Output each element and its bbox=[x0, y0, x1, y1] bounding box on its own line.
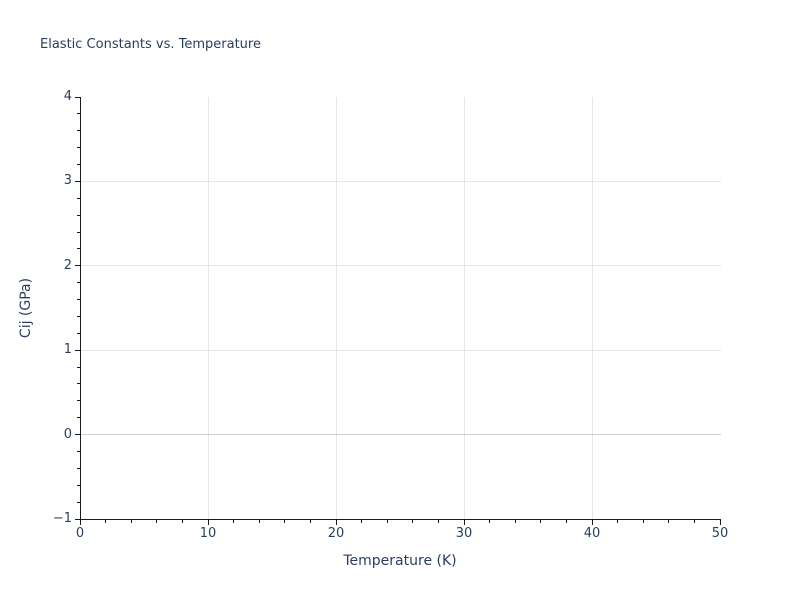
x-minor-tick bbox=[258, 520, 260, 523]
y-major-tick bbox=[75, 96, 80, 98]
x-major-tick bbox=[719, 520, 721, 525]
y-gridline bbox=[81, 349, 721, 351]
y-minor-tick bbox=[77, 467, 80, 469]
y-tick-label: 3 bbox=[63, 173, 72, 189]
y-minor-tick bbox=[77, 450, 80, 452]
y-tick-label: 0 bbox=[63, 426, 72, 442]
chart-title: Elastic Constants vs. Temperature bbox=[40, 37, 261, 52]
x-minor-tick bbox=[156, 520, 158, 523]
x-gridline bbox=[207, 97, 209, 519]
x-tick-label: 0 bbox=[75, 526, 85, 541]
x-tick-label: 50 bbox=[711, 526, 729, 541]
x-minor-tick bbox=[540, 520, 542, 523]
x-major-tick bbox=[207, 520, 209, 525]
x-axis-title: Temperature (K) bbox=[343, 553, 457, 569]
x-minor-tick bbox=[617, 520, 619, 523]
y-tick-label: 4 bbox=[63, 89, 72, 104]
y-major-tick bbox=[75, 434, 80, 436]
y-minor-tick bbox=[77, 383, 80, 385]
x-gridline bbox=[335, 97, 337, 519]
y-axis-title: Cij (GPa) bbox=[18, 277, 34, 339]
x-major-tick bbox=[79, 520, 81, 525]
x-minor-tick bbox=[130, 520, 132, 523]
x-minor-tick bbox=[437, 520, 439, 523]
x-minor-tick bbox=[361, 520, 363, 523]
x-tick-label: 30 bbox=[455, 526, 473, 541]
x-major-tick bbox=[335, 520, 337, 525]
y-major-tick bbox=[75, 349, 80, 351]
x-tick-label: 10 bbox=[199, 526, 217, 541]
x-minor-tick bbox=[233, 520, 235, 523]
y-minor-tick bbox=[77, 130, 80, 132]
y-minor-tick bbox=[77, 501, 80, 503]
x-minor-tick bbox=[386, 520, 388, 523]
y-major-tick bbox=[75, 518, 80, 520]
x-tick-label: 40 bbox=[583, 526, 601, 541]
y-gridline bbox=[81, 180, 721, 182]
y-minor-tick bbox=[77, 366, 80, 368]
y-minor-tick bbox=[77, 197, 80, 199]
y-minor-tick bbox=[77, 147, 80, 149]
x-major-tick bbox=[591, 520, 593, 525]
x-minor-tick bbox=[181, 520, 183, 523]
y-minor-tick bbox=[77, 332, 80, 334]
x-minor-tick bbox=[642, 520, 644, 523]
x-gridline bbox=[591, 97, 593, 519]
y-tick-label: 2 bbox=[63, 257, 72, 273]
x-minor-tick bbox=[489, 520, 491, 523]
y-minor-tick bbox=[77, 315, 80, 317]
x-minor-tick bbox=[668, 520, 670, 523]
y-minor-tick bbox=[77, 400, 80, 402]
y-minor-tick bbox=[77, 214, 80, 216]
x-minor-tick bbox=[284, 520, 286, 523]
x-minor-tick bbox=[105, 520, 107, 523]
x-minor-tick bbox=[514, 520, 516, 523]
x-minor-tick bbox=[565, 520, 567, 523]
y-minor-tick bbox=[77, 164, 80, 166]
x-minor-tick bbox=[309, 520, 311, 523]
zero-gridline bbox=[81, 434, 721, 436]
x-major-tick bbox=[463, 520, 465, 525]
y-minor-tick bbox=[77, 231, 80, 233]
y-gridline bbox=[81, 265, 721, 267]
x-minor-tick bbox=[412, 520, 414, 523]
y-minor-tick bbox=[77, 484, 80, 486]
y-minor-tick bbox=[77, 282, 80, 284]
y-tick-label: −1 bbox=[52, 511, 72, 526]
y-minor-tick bbox=[77, 248, 80, 250]
y-minor-tick bbox=[77, 113, 80, 115]
y-tick-label: 1 bbox=[63, 342, 72, 358]
y-major-tick bbox=[75, 265, 80, 267]
x-tick-label: 20 bbox=[327, 526, 345, 541]
y-minor-tick bbox=[77, 299, 80, 301]
y-major-tick bbox=[75, 180, 80, 182]
plot-area bbox=[80, 97, 721, 520]
y-minor-tick bbox=[77, 417, 80, 419]
x-gridline bbox=[463, 97, 465, 519]
x-minor-tick bbox=[693, 520, 695, 523]
